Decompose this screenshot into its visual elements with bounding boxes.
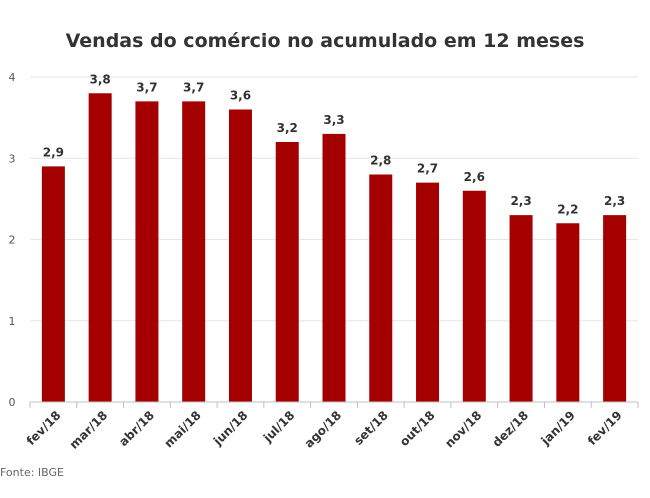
x-tick-label: fev/19 xyxy=(585,408,625,448)
bars xyxy=(41,93,627,402)
x-axis xyxy=(29,401,639,408)
data-label: 3,2 xyxy=(277,121,298,135)
bar xyxy=(416,182,440,402)
data-label: 3,6 xyxy=(230,89,251,103)
data-label: 2,7 xyxy=(417,162,438,176)
y-tick-label: 3 xyxy=(9,152,16,165)
data-label: 3,3 xyxy=(323,113,344,127)
x-tick-label: mai/18 xyxy=(162,408,204,450)
x-tick-label: abr/18 xyxy=(116,408,157,449)
x-tick-label: ago/18 xyxy=(302,408,344,450)
y-tick-label: 1 xyxy=(9,315,16,328)
x-tick-label: jul/18 xyxy=(260,408,297,445)
x-tick-label: jan/19 xyxy=(538,408,578,448)
bar xyxy=(228,109,252,402)
x-tick-label: dez/18 xyxy=(490,408,532,450)
bar xyxy=(509,215,533,402)
y-tick-label: 2 xyxy=(9,234,16,247)
x-tick-label: mar/18 xyxy=(67,408,111,452)
bar xyxy=(603,215,627,402)
data-label: 2,3 xyxy=(604,194,625,208)
bar xyxy=(556,223,580,402)
x-tick-label: set/18 xyxy=(351,408,391,448)
x-tick-label: jun/18 xyxy=(210,408,251,449)
bar xyxy=(322,133,346,402)
bar xyxy=(369,174,393,402)
data-label: 3,8 xyxy=(90,72,111,86)
data-labels: 2,9 3,8 3,7 3,7 3,6 3,2 3,3 2,8 2,7 2,6 2,3 2,2 2,3 xyxy=(43,72,625,216)
x-axis-ticks: fev/18 mar/18 abr/18 mai/18 jun/18 jul/18 ago/… xyxy=(24,408,625,452)
data-label: 2,9 xyxy=(43,145,64,159)
data-label: 3,7 xyxy=(136,80,157,94)
x-tick-label: nov/18 xyxy=(442,408,484,450)
x-tick-label: fev/18 xyxy=(24,408,64,448)
chart-title: Vendas do comércio no acumulado em 12 me… xyxy=(66,30,585,52)
data-label: 2,3 xyxy=(510,194,531,208)
bar xyxy=(462,190,486,402)
bar xyxy=(88,93,112,402)
bar xyxy=(275,142,299,402)
data-label: 2,8 xyxy=(370,154,391,168)
bar xyxy=(182,101,206,402)
y-tick-label: 4 xyxy=(9,71,16,84)
source-note: Fonte: IBGE xyxy=(0,466,64,479)
data-label: 3,7 xyxy=(183,80,204,94)
y-axis-ticks: 0 1 2 3 4 xyxy=(9,71,16,409)
data-label: 2,2 xyxy=(557,202,578,216)
bar xyxy=(135,101,159,402)
y-tick-label: 0 xyxy=(9,396,16,409)
data-label: 2,6 xyxy=(464,170,485,184)
x-tick-label: out/18 xyxy=(397,408,438,449)
bar xyxy=(41,166,65,402)
